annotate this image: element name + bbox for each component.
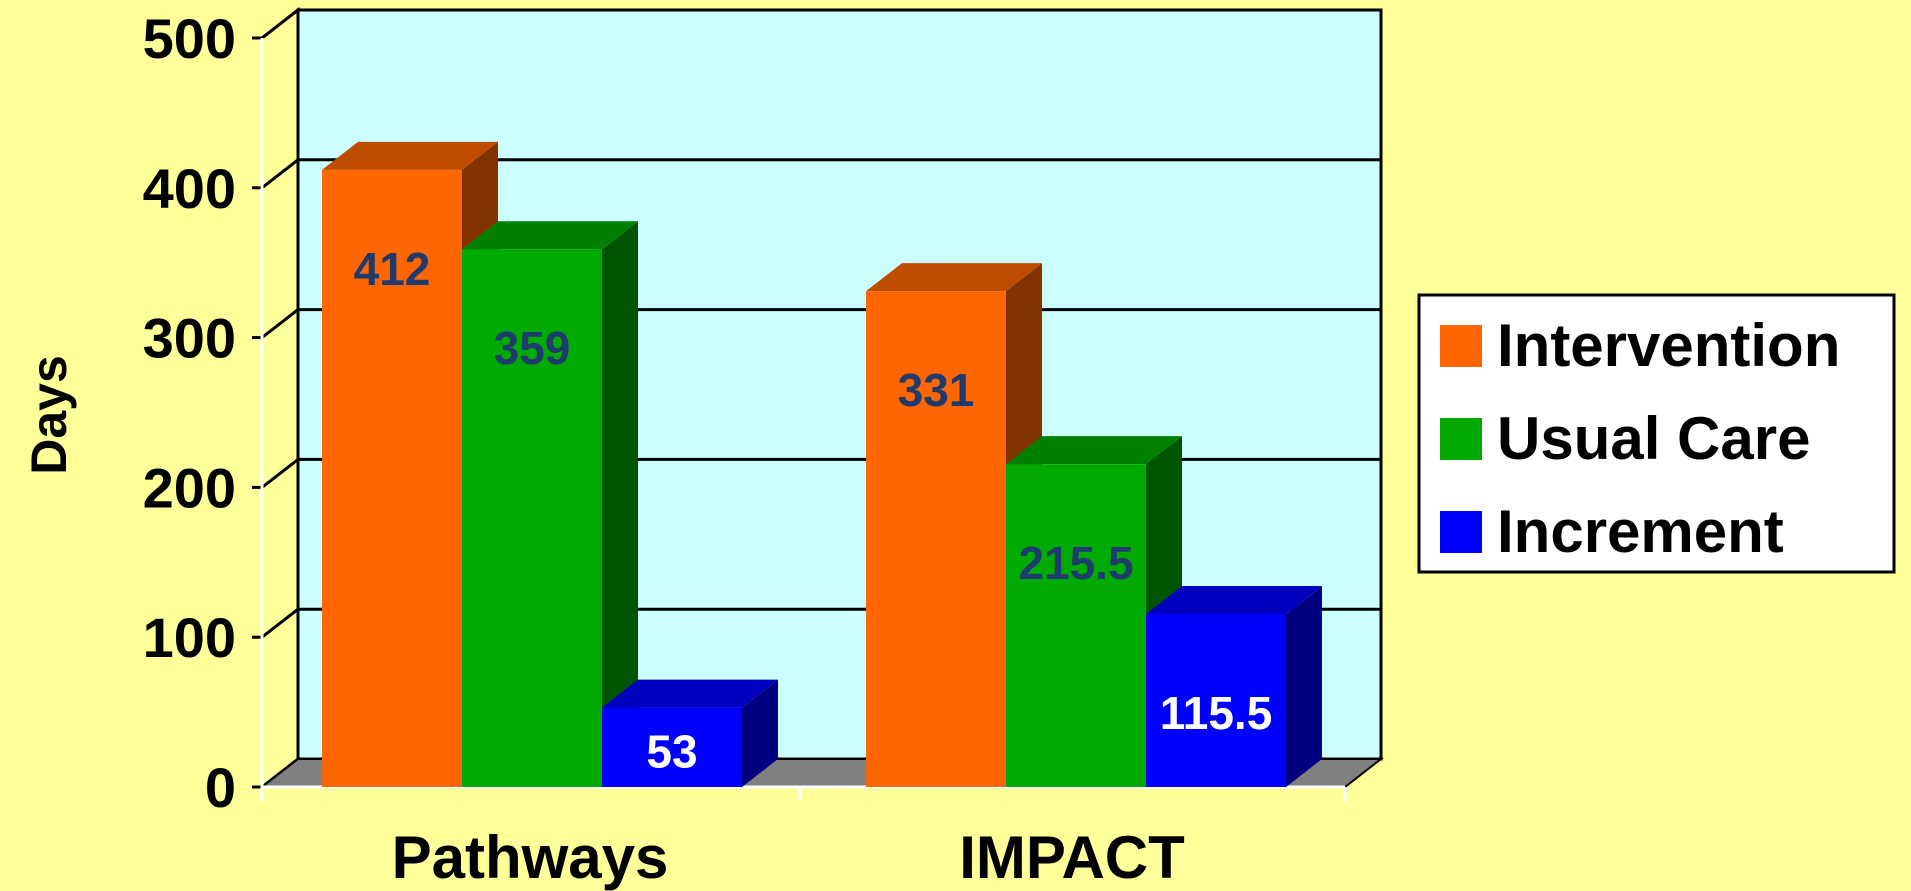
bar-top [322, 141, 498, 170]
legend-swatch-intervention [1440, 325, 1482, 367]
bar-front [322, 169, 462, 788]
legend-label-intervention: Intervention [1497, 312, 1840, 379]
data-label-intervention-pathways: 412 [354, 243, 431, 295]
bar-front [462, 249, 602, 787]
bar-front [1146, 613, 1286, 787]
bar-top [1006, 436, 1182, 465]
bars [322, 141, 1322, 788]
data-label-usual-care-impact: 215.5 [1018, 537, 1133, 589]
data-label-increment-pathways: 53 [646, 725, 697, 777]
bar-front [1006, 464, 1146, 787]
legend-swatch-increment [1440, 511, 1482, 553]
bar-usual-care-pathways [462, 221, 638, 787]
y-tick-label-500: 500 [143, 7, 236, 70]
bar-side [1286, 585, 1322, 787]
bar-usual-care-impact [1006, 436, 1182, 787]
data-label-increment-impact: 115.5 [1160, 687, 1273, 739]
bar-top [602, 679, 778, 708]
gridline-side-300 [261, 308, 299, 339]
bar-top [1146, 585, 1322, 614]
data-label-intervention-impact: 331 [898, 364, 975, 416]
legend-swatch-usual-care [1440, 418, 1482, 460]
legend: Intervention Usual Care Increment [1417, 293, 1896, 574]
category-labels: Pathways IMPACT [392, 824, 1185, 891]
legend-label-increment: Increment [1497, 498, 1784, 565]
bar-top [462, 221, 638, 250]
data-labels: 412 331 359 215.5 53 115.5 [354, 243, 1273, 777]
bar-increment-impact [1146, 585, 1322, 787]
gridline-side-400 [261, 158, 299, 189]
category-label-pathways: Pathways [392, 824, 669, 891]
legend-label-usual-care: Usual Care [1497, 405, 1810, 472]
y-tick-label-0: 0 [205, 756, 236, 819]
y-tick-label-300: 300 [143, 307, 236, 370]
bar-front [866, 291, 1006, 787]
bar-side [742, 679, 778, 787]
plot-side-wall [260, 6, 300, 791]
bar-top [866, 263, 1042, 292]
gridline-side-500 [261, 8, 299, 40]
data-label-usual-care-pathways: 359 [494, 322, 571, 374]
y-axis-title: Days [21, 355, 77, 475]
category-label-impact: IMPACT [959, 824, 1185, 891]
bar-side [602, 221, 638, 787]
gridline-side-200 [261, 458, 299, 489]
y-tick-label-100: 100 [143, 606, 236, 669]
y-tick-label-400: 400 [143, 157, 236, 220]
legend-box [1417, 293, 1896, 574]
gridline-side-100 [261, 608, 299, 639]
bar-increment-pathways [602, 679, 778, 787]
y-tick-label-200: 200 [143, 456, 236, 519]
bar-front [602, 707, 742, 787]
